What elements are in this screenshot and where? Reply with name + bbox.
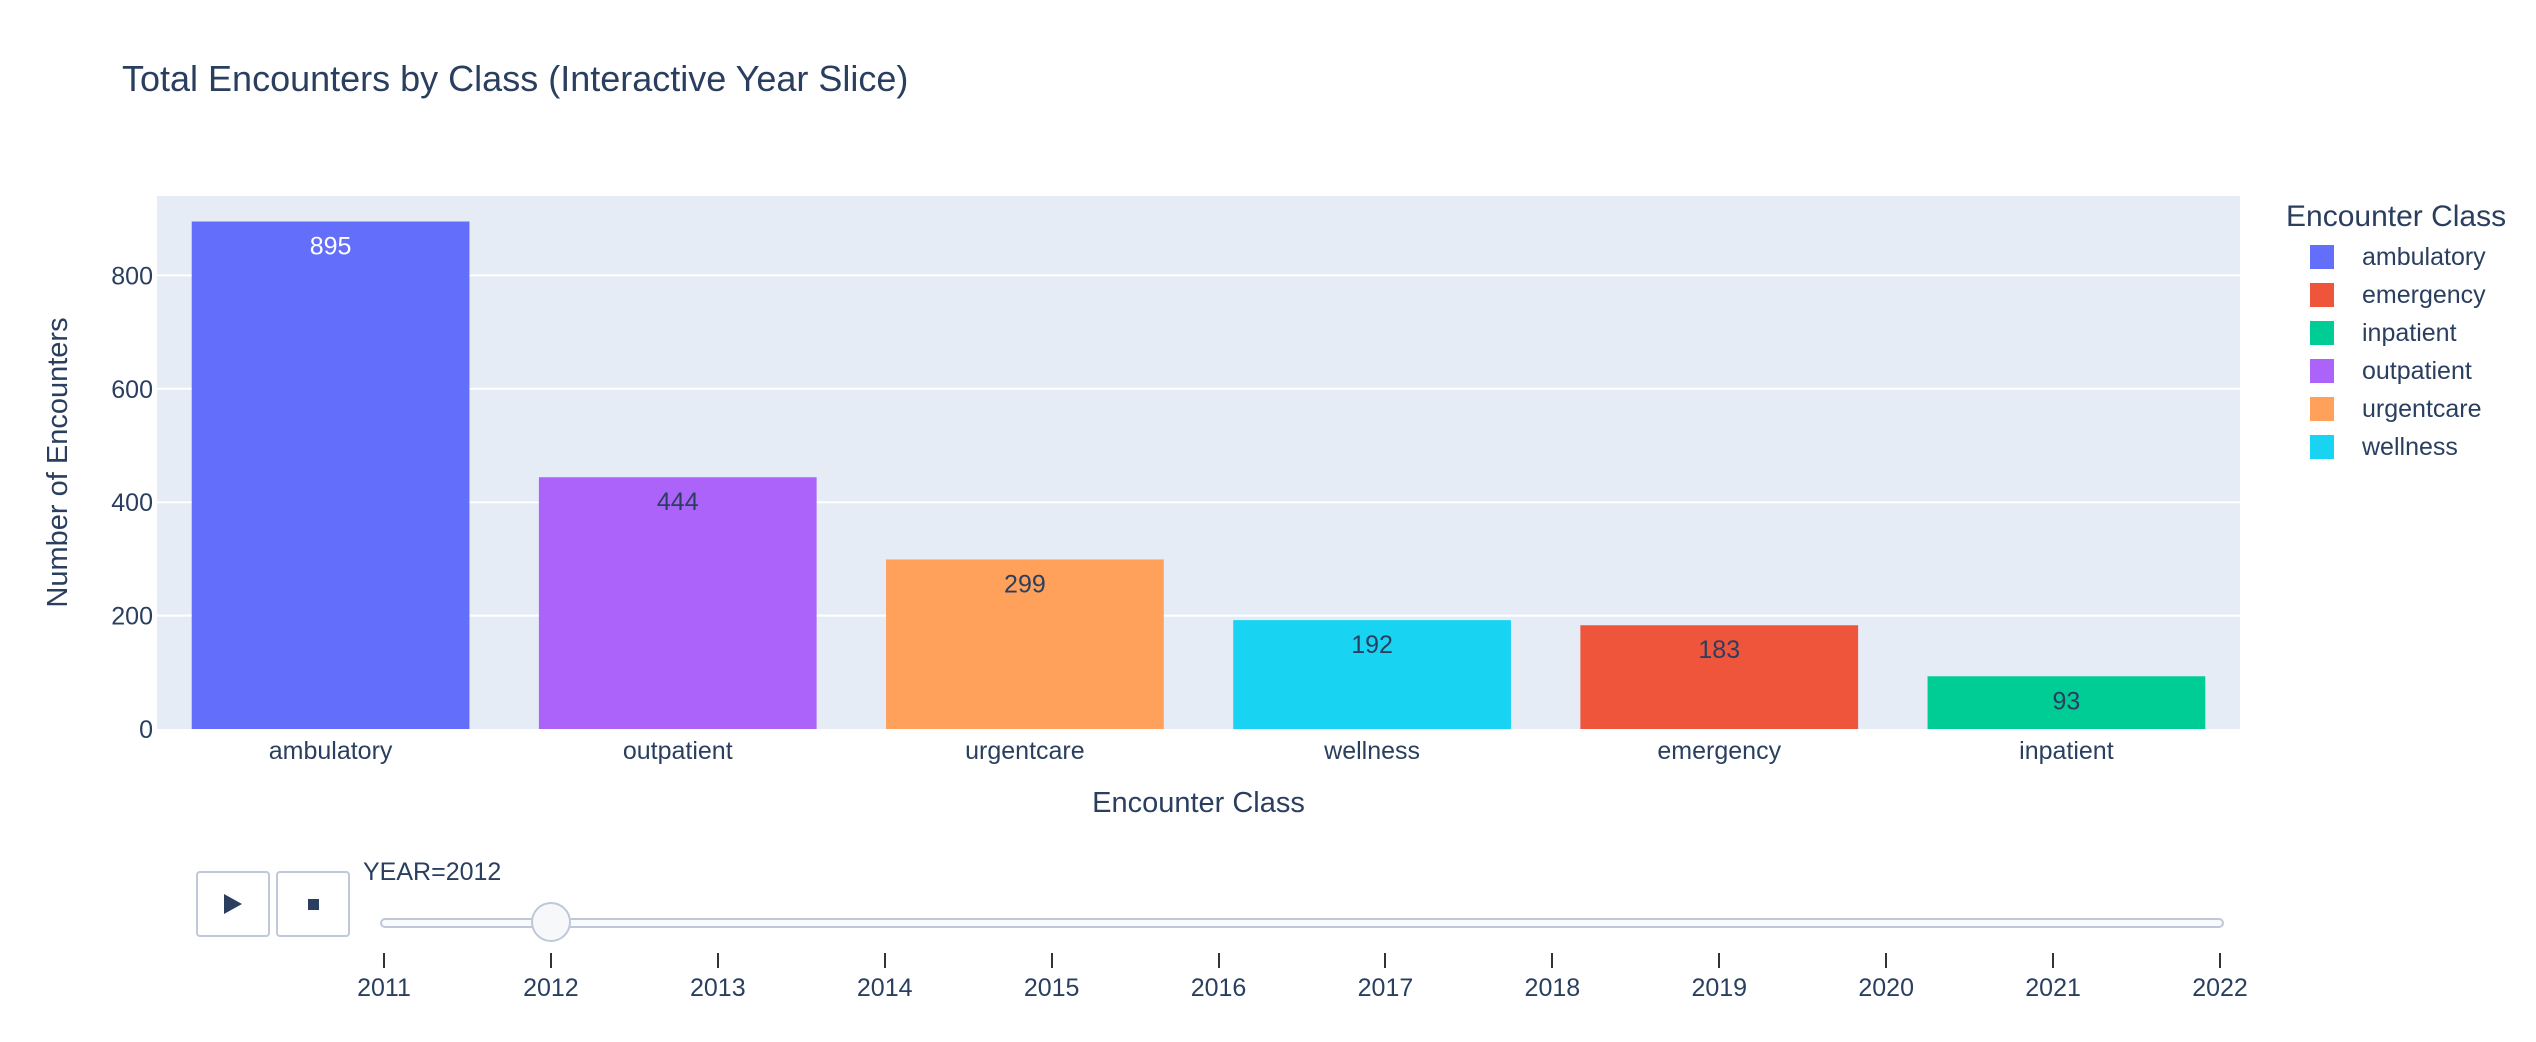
legend-swatch	[2310, 359, 2334, 383]
slider-tick	[1551, 953, 1554, 968]
bar-ambulatory	[191, 221, 470, 729]
legend-title: Encounter Class	[2286, 200, 2507, 233]
x-axis-title: Encounter Class	[1092, 787, 1305, 819]
slider-step-2020[interactable]: 2020	[1858, 974, 1914, 1002]
slider-tick	[2219, 953, 2221, 968]
bar-outpatient	[538, 477, 817, 729]
slider-tick	[883, 953, 886, 968]
slider-tick	[1384, 953, 1387, 968]
legend-swatch	[2310, 321, 2334, 345]
legend-item-wellness[interactable]: wellness	[2286, 428, 2506, 466]
y-tick-label: 0	[139, 716, 153, 744]
legend-swatch	[2310, 245, 2334, 269]
legend-item-outpatient[interactable]: outpatient	[2286, 352, 2506, 390]
x-tick-label: inpatient	[2019, 737, 2114, 765]
y-tick-label: 600	[111, 376, 153, 404]
slider-step-2019[interactable]: 2019	[1691, 974, 1748, 1002]
slider-tick	[1050, 953, 1053, 968]
play-icon	[224, 894, 242, 914]
slider-step-2014[interactable]: 2014	[856, 974, 913, 1002]
bar-urgentcare	[886, 559, 1164, 729]
slider-tick	[1718, 953, 1721, 968]
y-tick-label: 400	[111, 489, 153, 517]
slider-step-2017[interactable]: 2017	[1357, 974, 1414, 1002]
slider-step-2011[interactable]: 2011	[357, 974, 411, 1002]
legend-item-emergency[interactable]: emergency	[2286, 276, 2506, 314]
slider-current-prefix: YEAR=	[363, 858, 446, 886]
y-tick-label: 200	[111, 603, 153, 631]
data-label: 444	[657, 488, 699, 516]
legend-swatch	[2310, 283, 2334, 307]
slider-tick	[716, 953, 719, 968]
slider-step-2022[interactable]: 2022	[2192, 974, 2248, 1002]
y-axis-title: Number of Encounters	[42, 317, 74, 607]
x-tick-label: emergency	[1657, 737, 1781, 765]
data-label: 895	[310, 233, 352, 261]
slider-step-2016[interactable]: 2016	[1190, 974, 1247, 1002]
legend-item-urgentcare[interactable]: urgentcare	[2286, 390, 2506, 428]
slider-step-2012[interactable]: 2012	[523, 974, 579, 1002]
x-tick-label: urgentcare	[965, 737, 1085, 765]
data-label: 93	[2053, 687, 2081, 715]
y-tick-label: 800	[111, 262, 153, 290]
slider-step-2021[interactable]: 2021	[2025, 974, 2081, 1002]
legend-item-ambulatory[interactable]: ambulatory	[2286, 238, 2506, 276]
legend: Encounter Class ambulatory emergency inpat…	[2286, 200, 2506, 466]
slider-current-value: YEAR=2012	[363, 858, 501, 887]
data-label: 192	[1351, 631, 1393, 659]
chart-title: Total Encounters by Class (Interactive Y…	[122, 58, 909, 99]
slider-tick	[1885, 953, 1888, 968]
stop-button[interactable]	[276, 871, 350, 937]
legend-swatch	[2310, 397, 2334, 421]
slider-tick	[2052, 953, 2055, 968]
legend-label: emergency	[2362, 280, 2486, 309]
bar-inpatient	[1927, 676, 2206, 729]
plot-area	[157, 196, 2240, 729]
legend-label: outpatient	[2362, 356, 2472, 385]
slider-tick	[549, 953, 552, 968]
x-tick-label: ambulatory	[269, 737, 393, 765]
slider-current-year: 2012	[445, 858, 502, 886]
stop-icon	[307, 898, 319, 910]
play-button[interactable]	[196, 871, 270, 937]
legend-label: urgentcare	[2362, 394, 2482, 423]
slider-tick	[1217, 953, 1220, 968]
x-tick-label: wellness	[1323, 737, 1420, 765]
year-slider-handle[interactable]	[530, 902, 571, 942]
data-label: 183	[1698, 636, 1740, 664]
x-tick-label: outpatient	[623, 737, 733, 765]
slider-tick	[383, 953, 385, 968]
slider-step-2015[interactable]: 2015	[1023, 974, 1080, 1002]
legend-label: ambulatory	[2362, 242, 2486, 271]
legend-label: wellness	[2362, 432, 2458, 461]
year-slider-rail[interactable]	[380, 918, 2224, 928]
legend-swatch	[2310, 435, 2334, 459]
slider-step-2018[interactable]: 2018	[1524, 974, 1581, 1002]
bar-chart: 0 200 400 600 800 895 ambulatory 444 outpatient 2…	[42, 196, 2240, 819]
legend-label: inpatient	[2362, 318, 2457, 347]
bar-wellness	[1233, 620, 1511, 729]
bar-emergency	[1580, 625, 1859, 729]
data-label: 299	[1004, 570, 1046, 598]
legend-item-inpatient[interactable]: inpatient	[2286, 314, 2506, 352]
slider-step-2013[interactable]: 2013	[690, 974, 746, 1002]
